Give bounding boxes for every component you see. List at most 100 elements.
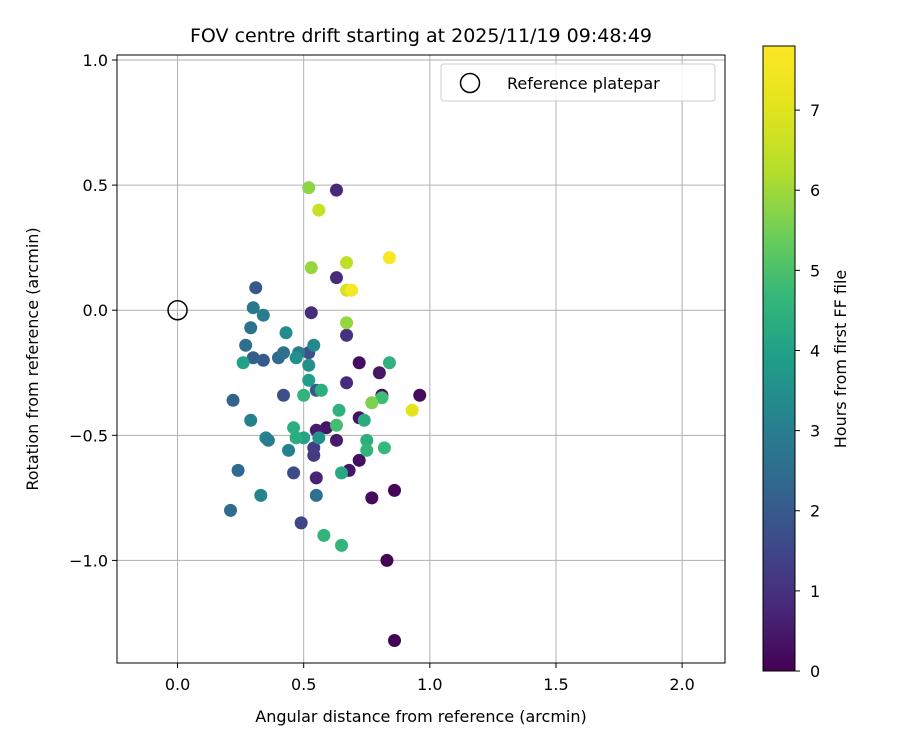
data-point — [380, 553, 394, 567]
data-point — [244, 413, 258, 427]
data-point — [289, 431, 303, 445]
grid-lines — [117, 55, 725, 663]
x-tick-label: 1.5 — [543, 675, 568, 694]
data-point — [297, 388, 311, 402]
data-point — [329, 183, 343, 197]
data-point — [388, 483, 402, 497]
data-point — [317, 528, 331, 542]
reference-point — [167, 299, 188, 321]
data-point — [246, 301, 260, 315]
data-point — [405, 403, 419, 417]
data-point — [413, 388, 427, 402]
data-point — [307, 441, 321, 455]
data-point — [340, 328, 354, 342]
data-point — [352, 453, 366, 467]
data-point — [377, 441, 391, 455]
plot-frame — [116, 54, 726, 664]
data-point — [304, 306, 318, 320]
reference-platepar-marker — [167, 299, 188, 321]
data-point — [224, 503, 238, 517]
colorbar-tick-label: 3 — [810, 422, 820, 441]
y-tick-label: −1.0 — [69, 551, 108, 570]
colorbar-label: Hours from first FF file — [831, 270, 850, 449]
colorbar: 0 1 2 3 4 5 6 7 Hours from first FF file — [762, 45, 850, 681]
data-point — [249, 281, 263, 295]
data-point — [294, 516, 308, 530]
x-tick-label: 1.0 — [417, 675, 442, 694]
colorbar-tick-label: 2 — [810, 502, 820, 521]
data-point — [236, 356, 250, 370]
colorbar-gradient — [762, 45, 796, 672]
data-point — [287, 466, 301, 480]
y-tick-label: 0.0 — [83, 301, 108, 320]
data-point — [289, 351, 303, 365]
data-point — [239, 338, 253, 352]
data-point — [357, 413, 371, 427]
x-tick-label: 0.5 — [291, 675, 316, 694]
data-point — [372, 366, 386, 380]
data-point — [279, 326, 293, 340]
legend-box — [440, 63, 716, 102]
x-tick-label: 0.0 — [165, 675, 190, 694]
y-tick-label: −0.5 — [69, 426, 108, 445]
data-point — [254, 488, 268, 502]
data-point — [340, 256, 354, 270]
data-point — [375, 391, 389, 405]
legend-marker-open-circle — [459, 72, 481, 94]
data-point — [231, 463, 245, 477]
x-tick-label: 2.0 — [669, 675, 694, 694]
colorbar-tick-label: 5 — [810, 261, 820, 280]
legend-label-reference-platepar: Reference platepar — [507, 74, 660, 93]
data-point — [332, 403, 346, 417]
data-point — [365, 396, 379, 410]
data-point — [287, 421, 301, 435]
data-point — [388, 633, 402, 647]
colorbar-tick-label: 7 — [810, 101, 820, 120]
data-point — [304, 261, 318, 275]
data-point — [335, 466, 349, 480]
data-point — [277, 388, 291, 402]
data-point — [277, 346, 291, 360]
colorbar-ticks: 0 1 2 3 4 5 6 7 — [795, 101, 820, 681]
data-point — [282, 443, 296, 457]
data-point — [302, 181, 316, 195]
data-point — [319, 421, 333, 435]
data-point — [382, 356, 396, 370]
data-point — [365, 491, 379, 505]
colorbar-tick-label: 4 — [810, 341, 820, 360]
colorbar-tick-label: 0 — [810, 662, 820, 681]
data-point — [314, 383, 328, 397]
data-point — [382, 251, 396, 265]
data-point — [345, 283, 359, 297]
data-point — [312, 431, 326, 445]
data-point — [302, 358, 316, 372]
data-point — [307, 338, 321, 352]
data-point — [309, 488, 323, 502]
data-point — [309, 471, 323, 485]
y-tick-label: 1.0 — [83, 51, 108, 70]
data-point — [256, 308, 270, 322]
data-point — [329, 418, 343, 432]
data-point — [312, 203, 326, 217]
y-tick-label: 0.5 — [83, 176, 108, 195]
x-axis-label: Angular distance from reference (arcmin) — [255, 707, 586, 726]
y-axis-ticks: 1.0 0.5 0.0 −0.5 −1.0 — [69, 51, 117, 570]
y-axis-label: Rotation from reference (arcmin) — [23, 227, 42, 490]
data-point — [360, 443, 374, 457]
legend: Reference platepar — [440, 63, 716, 102]
data-point — [261, 433, 275, 447]
data-point — [340, 376, 354, 390]
data-point — [302, 373, 316, 387]
data-point — [335, 538, 349, 552]
scatter-points — [224, 181, 427, 647]
colorbar-tick-label: 1 — [810, 582, 820, 601]
data-point — [246, 351, 260, 365]
data-point — [256, 353, 270, 367]
chart-title: FOV centre drift starting at 2025/11/19 … — [190, 25, 652, 47]
x-axis-ticks: 0.0 0.5 1.0 1.5 2.0 — [165, 663, 695, 694]
data-point — [352, 356, 366, 370]
data-point — [329, 433, 343, 447]
data-point — [329, 271, 343, 285]
colorbar-tick-label: 6 — [810, 181, 820, 200]
